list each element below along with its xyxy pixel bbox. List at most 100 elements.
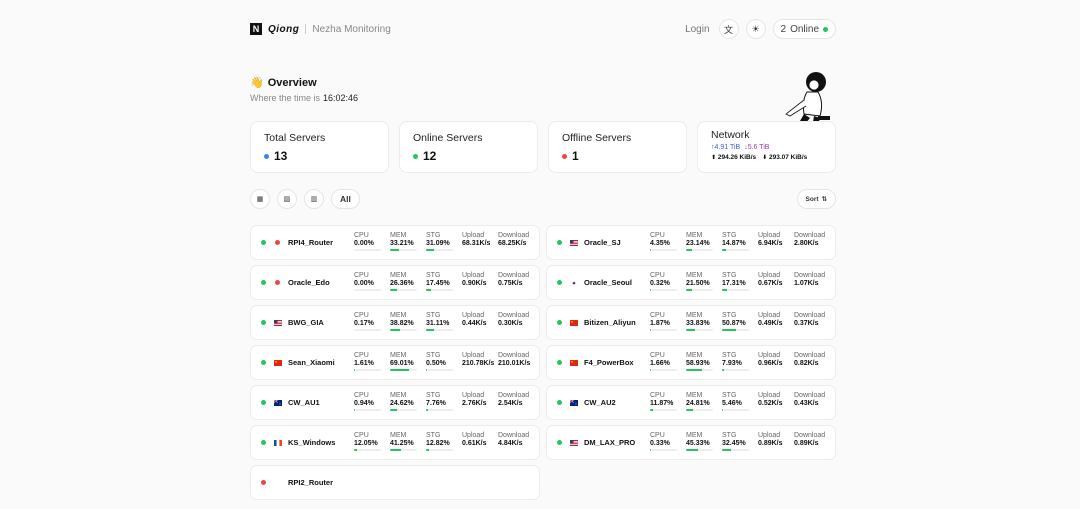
chart-view-button[interactable]: ▨	[277, 189, 297, 209]
metric-mem-bar	[686, 249, 713, 251]
server-card-rpi4-router[interactable]: RPI4_Router CPU 0.00% MEM 33.21% STG 31.09% Upl…	[250, 225, 540, 260]
metric-stg-bar-fill	[426, 249, 435, 251]
brand[interactable]: N Qiong Nezha Monitoring	[250, 23, 391, 35]
metric-down-value: 4.84K/s	[498, 440, 523, 447]
metric-stg-label: STG	[722, 232, 737, 239]
network-card: Network ↑4.91 TiB ↓5.6 TiB ⬆ 294.26 KiB/…	[697, 121, 836, 173]
metric-mem-bar	[686, 329, 713, 331]
metric-up: Upload 0.89K/s	[758, 432, 794, 451]
metric-up-label: Upload	[462, 232, 485, 239]
metric-stg: STG 7.76%	[426, 392, 462, 411]
metric-cpu: CPU 0.17%	[354, 312, 390, 331]
metric-cpu-value: 4.35%	[650, 240, 670, 247]
metric-mem-bar	[390, 289, 417, 291]
metric-up-label: Upload	[462, 272, 485, 279]
server-card-bwg-gia[interactable]: BWG_GIA CPU 0.17% MEM 38.82% STG 31.11% Upload 0…	[250, 305, 540, 340]
server-card-dm-lax-pro[interactable]: DM_LAX_PRO CPU 0.33% MEM 45.33% STG 32.45% Uplo…	[546, 425, 836, 460]
metric-mem-bar	[390, 329, 417, 331]
metric-stg-label: STG	[722, 352, 737, 359]
online-servers-label: Online Servers	[413, 132, 483, 144]
au-flag-icon	[570, 399, 578, 406]
metric-up-value: 6.94K/s	[758, 240, 783, 247]
online-users-badge[interactable]: 2 Online	[772, 19, 836, 39]
server-card-cw-au1[interactable]: CW_AU1 CPU 0.94% MEM 24.62% STG 7.76% Upload 2.7…	[250, 385, 540, 420]
theme-toggle-button[interactable]: ☀	[745, 19, 766, 39]
server-card-oracle-sj[interactable]: Oracle_SJ CPU 4.35% MEM 23.14% STG 14.87% Uploa…	[546, 225, 836, 260]
server-name: Oracle_SJ	[584, 238, 621, 247]
metric-stg-value: 12.82%	[426, 440, 450, 447]
network-label: Network	[711, 129, 750, 141]
metric-up: Upload 0.61K/s	[462, 432, 498, 451]
network-download-speed: 293.07 KiB/s	[769, 154, 808, 161]
metric-up-value: 0.96K/s	[758, 360, 783, 367]
metric-mem-value: 26.36%	[390, 280, 414, 287]
metric-mem: MEM 38.82%	[390, 312, 426, 331]
total-servers-card[interactable]: Total Servers 13	[250, 121, 389, 173]
filter-all-button[interactable]: All	[331, 189, 360, 209]
metric-down-value: 0.37K/s	[794, 320, 819, 327]
metric-cpu: CPU 0.00%	[354, 232, 390, 251]
metric-down-label: Download	[794, 352, 826, 359]
grid-view-button[interactable]: ▥	[304, 189, 324, 209]
metric-down: Download 2.54K/s	[498, 392, 534, 411]
metric-mem-bar	[686, 449, 713, 451]
total-servers-label: Total Servers	[264, 132, 326, 144]
metric-down: Download 0.43K/s	[794, 392, 830, 411]
server-status-icon	[261, 480, 266, 485]
sort-button[interactable]: Sort ⇅	[796, 189, 836, 209]
metric-mem-bar-fill	[686, 409, 693, 411]
metric-stg-bar-fill	[426, 289, 431, 291]
metric-cpu-bar	[650, 249, 677, 251]
offline-status-icon	[562, 153, 567, 159]
metric-cpu-bar	[354, 409, 381, 411]
metric-stg: STG 17.45%	[426, 272, 462, 291]
metric-mem-label: MEM	[390, 352, 407, 359]
metric-up-value: 0.89K/s	[758, 440, 783, 447]
server-status-icon	[261, 240, 266, 245]
login-link[interactable]: Login	[685, 23, 710, 35]
metric-stg-label: STG	[722, 432, 737, 439]
metric-down-label: Download	[794, 392, 826, 399]
metric-stg-bar-fill	[426, 329, 435, 331]
metric-down: Download 4.84K/s	[498, 432, 534, 451]
au-flag-icon	[274, 399, 282, 406]
cn-flag-icon	[274, 359, 282, 366]
metric-cpu-bar	[650, 329, 677, 331]
metric-up-label: Upload	[758, 432, 781, 439]
online-users-label: Online	[790, 23, 819, 35]
map-view-button[interactable]: ▦	[250, 189, 270, 209]
metric-down: Download 2.80K/s	[794, 232, 830, 251]
metric-mem: MEM 33.21%	[390, 232, 426, 251]
cn-flag-icon	[570, 319, 578, 326]
metric-up: Upload 0.67K/s	[758, 272, 794, 291]
us-flag-icon	[274, 319, 282, 326]
server-card-f4-powerbox[interactable]: F4_PowerBox CPU 1.66% MEM 58.93% STG 7.93% Uplo…	[546, 345, 836, 380]
metric-stg-label: STG	[426, 312, 441, 319]
server-card-cw-au2[interactable]: CW_AU2 CPU 11.87% MEM 24.81% STG 5.46% Upload 0.…	[546, 385, 836, 420]
language-button[interactable]: 文	[718, 19, 739, 39]
metric-cpu-label: CPU	[354, 272, 369, 279]
server-card-ks-windows[interactable]: KS_Windows CPU 12.05% MEM 41.25% STG 12.82% Upl…	[250, 425, 540, 460]
offline-servers-card[interactable]: Offline Servers 1	[548, 121, 687, 173]
online-servers-card[interactable]: Online Servers 12	[399, 121, 538, 173]
server-status-icon	[261, 400, 266, 405]
metric-cpu-bar-fill	[650, 249, 652, 251]
server-card-oracle-seoul[interactable]: Oracle_Seoul CPU 0.32% MEM 21.50% STG 17.31% Up…	[546, 265, 836, 300]
metric-stg-bar	[426, 289, 453, 291]
metric-mem-value: 23.14%	[686, 240, 710, 247]
server-card-sean-xiaomi[interactable]: Sean_Xiaomi CPU 1.61% MEM 69.01% STG 0.50% Uplo…	[250, 345, 540, 380]
metric-mem-bar-fill	[686, 449, 699, 451]
server-card-bitizen-aliyun[interactable]: Bitizen_Aliyun CPU 1.87% MEM 33.83% STG 50.87%…	[546, 305, 836, 340]
metric-down-label: Download	[498, 272, 530, 279]
metric-cpu-label: CPU	[650, 272, 665, 279]
metric-cpu-bar	[354, 249, 381, 251]
metric-cpu-label: CPU	[354, 352, 369, 359]
server-card-rpi2-router[interactable]: RPI2_Router	[250, 465, 540, 500]
server-card-oracle-edo[interactable]: Oracle_Edo CPU 0.00% MEM 26.36% STG 17.45% Uplo…	[250, 265, 540, 300]
metric-cpu-value: 0.17%	[354, 320, 374, 327]
total-servers-value: 13	[274, 149, 288, 163]
metric-down: Download 210.01K/s	[498, 352, 534, 371]
metric-mem-bar-fill	[390, 369, 409, 371]
metric-stg-bar	[722, 329, 749, 331]
metric-down-value: 1.07K/s	[794, 280, 819, 287]
